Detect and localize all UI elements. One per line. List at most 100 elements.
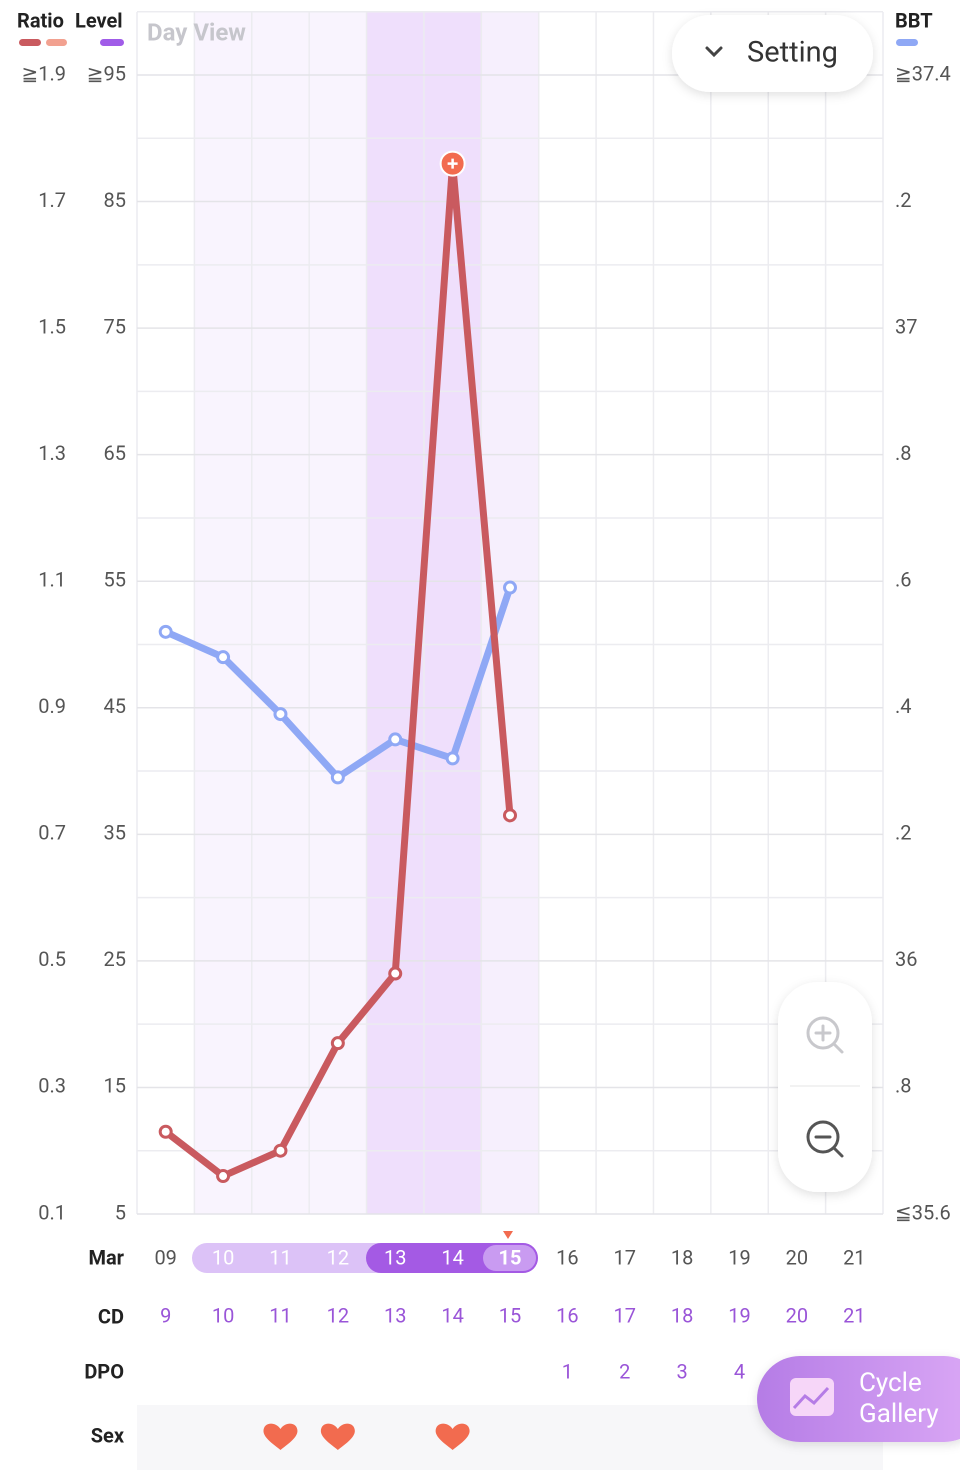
chevron-icon xyxy=(705,46,723,58)
button-bg xyxy=(757,1356,960,1442)
x-tick-label: 18 xyxy=(671,1245,693,1269)
gallery-icon-line xyxy=(792,1386,830,1410)
x-tick-label: 14 xyxy=(441,1245,463,1269)
cd-value: 15 xyxy=(499,1303,521,1327)
data-point xyxy=(216,650,231,665)
data-point xyxy=(388,966,403,981)
legend-swatch xyxy=(19,39,41,46)
data-point xyxy=(503,580,517,595)
today-pill xyxy=(483,1245,536,1271)
button-label: Gallery xyxy=(859,1399,939,1429)
level-tick-label: 15 xyxy=(104,1074,126,1098)
legend-swatch xyxy=(896,39,918,46)
button-label: Cycle xyxy=(859,1368,922,1398)
month-label: Mar xyxy=(88,1245,124,1269)
x-tick-label: 11 xyxy=(269,1245,291,1269)
cd-value: 21 xyxy=(843,1303,865,1327)
bbt-tick-label: ≦35.6 xyxy=(895,1200,951,1224)
bbt-tick-label: .2 xyxy=(895,821,912,845)
dpo-value: 3 xyxy=(677,1359,688,1383)
level-tick-label: 65 xyxy=(104,441,126,465)
x-tick-label: 13 xyxy=(384,1245,406,1269)
legend-swatch xyxy=(100,39,124,46)
bbt-tick-label: .4 xyxy=(895,694,912,718)
cd-value: 19 xyxy=(728,1303,750,1327)
data-point xyxy=(273,707,288,722)
heart-icon xyxy=(320,1423,355,1450)
bbt-tick-label: 36 xyxy=(895,947,917,971)
cycle-gallery-button[interactable]: Cycle Gallery xyxy=(757,1356,960,1442)
data-point xyxy=(216,1169,231,1184)
cd-value: 20 xyxy=(786,1303,808,1327)
x-tick-label: 09 xyxy=(154,1245,176,1269)
bbt-tick-label: 37 xyxy=(895,314,917,338)
ratio-tick-label: 0.3 xyxy=(38,1074,66,1098)
level-tick-label: 45 xyxy=(104,694,126,718)
data-point xyxy=(388,732,403,747)
cd-label: CD xyxy=(98,1304,124,1328)
legend-bbt: BBT xyxy=(895,8,933,32)
cd-value: 14 xyxy=(441,1303,463,1327)
bbt-tick-label: ≧37.4 xyxy=(895,61,951,85)
peak-plus xyxy=(447,158,458,169)
x-tick-label: 15 xyxy=(499,1245,522,1269)
level-tick-label: 55 xyxy=(104,568,126,592)
level-tick-label: 85 xyxy=(104,188,126,212)
x-tick-label: 17 xyxy=(614,1245,636,1269)
zoom-panel xyxy=(778,982,872,1192)
ratio-tick-label: 1.7 xyxy=(38,188,66,212)
zoom-out[interactable] xyxy=(806,1120,844,1158)
ratio-tick-label: ≧1.9 xyxy=(21,61,66,85)
x-tick-label: 21 xyxy=(843,1245,865,1269)
button-bg xyxy=(672,15,873,92)
heart-icon xyxy=(435,1423,470,1450)
level-tick-label: ≧95 xyxy=(87,61,126,85)
cd-value: 12 xyxy=(327,1303,349,1327)
ratio-tick-label: 0.9 xyxy=(38,694,66,718)
cd-value: 18 xyxy=(671,1303,693,1327)
data-point xyxy=(158,1124,173,1139)
level-tick-label: 75 xyxy=(104,314,126,338)
level-tick-label: 25 xyxy=(104,947,126,971)
x-tick-label: 16 xyxy=(556,1245,578,1269)
ratio-tick-label: 0.5 xyxy=(38,947,66,971)
cd-value: 17 xyxy=(614,1303,636,1327)
x-tick-label: 20 xyxy=(786,1245,808,1269)
level-tick-label: 5 xyxy=(115,1200,126,1224)
data-point xyxy=(330,1036,345,1051)
cd-value: 16 xyxy=(556,1303,578,1327)
data-point xyxy=(445,751,460,766)
data-point xyxy=(273,1143,288,1158)
legend-swatch xyxy=(46,39,67,46)
bbt-tick-label: .2 xyxy=(895,188,912,212)
bbt-tick-label: .6 xyxy=(895,568,912,592)
zoom-in[interactable] xyxy=(806,1016,844,1054)
dpo-label: DPO xyxy=(84,1359,124,1383)
dpo-value: 4 xyxy=(734,1359,745,1383)
dpo-value: 2 xyxy=(619,1359,630,1383)
x-tick-label: 10 xyxy=(212,1245,234,1269)
ratio-tick-label: 1.5 xyxy=(38,314,66,338)
dpo-value: 1 xyxy=(562,1359,573,1383)
heart-icon xyxy=(263,1423,298,1450)
legend-level: Level xyxy=(75,8,123,32)
view-mode[interactable]: Day View xyxy=(147,18,246,46)
x-tick-label: 12 xyxy=(327,1245,349,1269)
bbt-tick-label: .8 xyxy=(895,441,912,465)
cd-value: 10 xyxy=(212,1303,234,1327)
data-point xyxy=(330,770,345,785)
data-point xyxy=(503,808,517,823)
peak-marker xyxy=(439,150,466,177)
ratio-tick-label: 0.7 xyxy=(38,821,66,845)
x-tick-label: 19 xyxy=(728,1245,750,1269)
gallery-icon xyxy=(790,1378,834,1416)
setting-label: Setting xyxy=(747,36,838,70)
setting-button[interactable]: Setting xyxy=(672,15,873,92)
cd-value: 11 xyxy=(269,1303,291,1327)
level-tick-label: 35 xyxy=(104,821,126,845)
cd-value: 9 xyxy=(160,1303,171,1327)
data-point xyxy=(158,624,173,639)
sex-label: Sex xyxy=(91,1423,125,1447)
